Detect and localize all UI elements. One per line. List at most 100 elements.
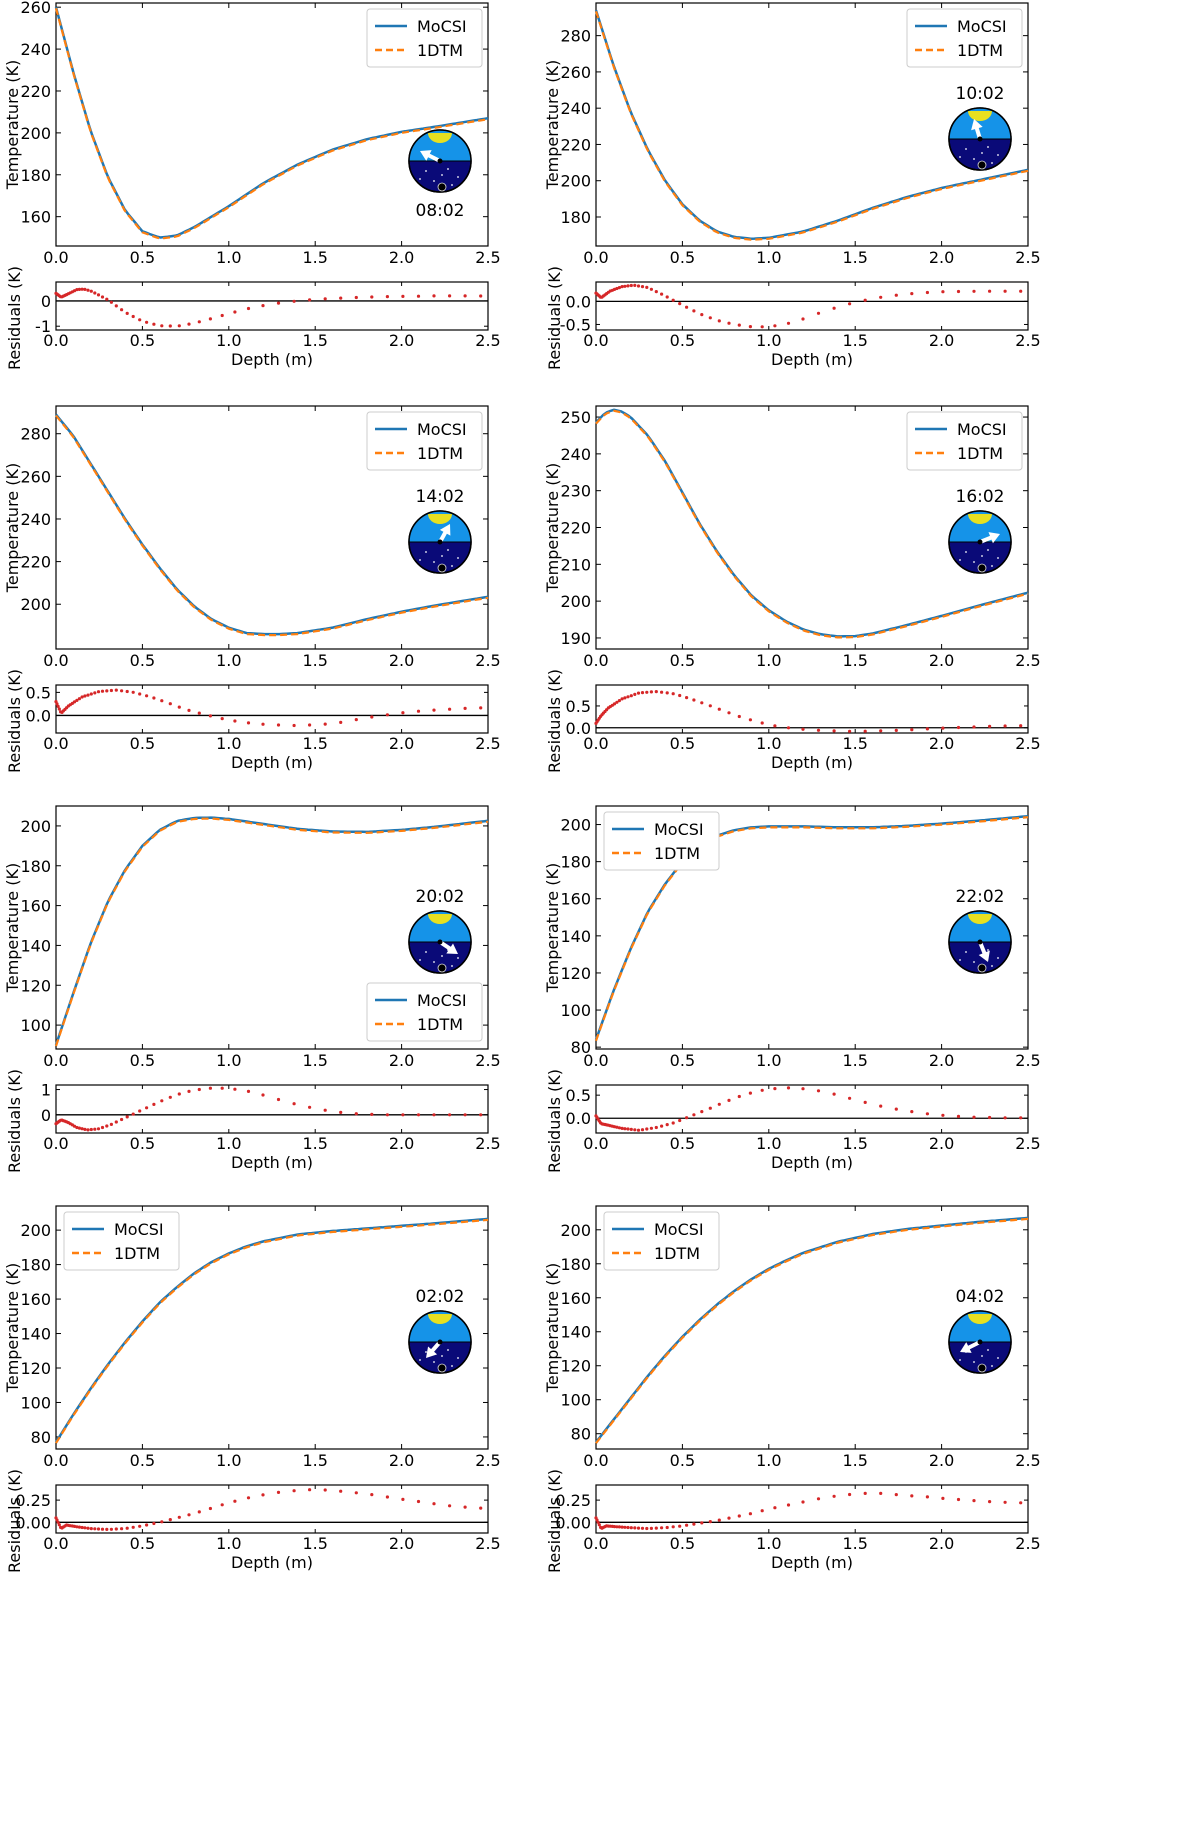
residual-point: [416, 709, 421, 713]
residual-point: [93, 1527, 97, 1531]
residual-point: [623, 1525, 627, 1529]
dial-center: [437, 539, 443, 545]
residual-point: [748, 1091, 753, 1095]
x-tick-label: 2.5: [475, 331, 500, 350]
time-label: 04:02: [956, 1287, 1005, 1307]
residual-point: [615, 286, 619, 291]
y-tick-label: 100: [560, 1001, 591, 1020]
dial-star: [991, 565, 993, 567]
residual-point: [760, 1509, 764, 1513]
residuals-axis-label: Residuals (K): [5, 1469, 24, 1573]
residual-point: [55, 702, 59, 706]
residuals-axes: [55, 1084, 489, 1134]
dial-star: [991, 1365, 993, 1367]
residual-point: [479, 1506, 483, 1510]
x-tick-label: 2.0: [929, 651, 954, 670]
residual-point: [671, 1121, 675, 1125]
y-tick-label: 190: [560, 629, 591, 648]
residual-point: [401, 1113, 405, 1117]
residual-point: [737, 323, 741, 327]
x-tick-label: 1.0: [216, 651, 241, 670]
residual-point: [220, 313, 224, 318]
residual-point: [848, 1096, 852, 1100]
residual-point: [197, 1510, 201, 1514]
dial-sky: [949, 108, 1011, 139]
residual-point: [86, 693, 90, 697]
residual-point: [801, 727, 805, 731]
x-tick-label: 1.5: [302, 734, 327, 753]
residual-point: [612, 1125, 617, 1129]
residual-point: [168, 1095, 172, 1099]
dial-center: [977, 539, 983, 545]
residual-point: [700, 701, 704, 705]
residual-point: [432, 708, 436, 712]
y-tick-label: 0.00: [15, 1513, 51, 1532]
legend-1dtm-label: 1DTM: [957, 41, 1003, 60]
residuals-axis-label: Residuals (K): [5, 1069, 24, 1173]
dial-star: [965, 951, 967, 953]
residual-point: [177, 1092, 181, 1096]
x-tick-label: 0.5: [130, 1051, 155, 1070]
residual-point: [941, 290, 945, 294]
residual-point: [354, 1491, 358, 1495]
residual-point: [114, 688, 118, 692]
residual-point: [339, 1489, 343, 1493]
legend-mocsi-label: MoCSI: [417, 991, 467, 1010]
legend-1dtm-label: 1DTM: [114, 1244, 160, 1263]
x-tick-label: 0.0: [583, 1051, 608, 1070]
y-tick-label: 210: [560, 555, 591, 574]
residual-point: [323, 1488, 327, 1492]
legend-box: [906, 8, 1023, 68]
x-tick-label: 0.0: [583, 651, 608, 670]
y-tick-label: 250: [560, 408, 591, 427]
residual-point: [748, 1512, 753, 1516]
residual-point: [1019, 724, 1023, 728]
y-tick-label: 220: [20, 82, 51, 101]
dial-star: [451, 1365, 453, 1367]
y-tick-label: 180: [560, 853, 591, 872]
residuals-axes: [55, 281, 489, 331]
dial-star: [419, 1359, 421, 1361]
y-tick-label: 220: [20, 553, 51, 572]
x-tick-label: 0.5: [670, 734, 695, 753]
residual-point: [168, 702, 172, 706]
residual-point: [448, 1504, 452, 1508]
residual-point: [925, 1495, 930, 1499]
residual-point: [636, 1128, 641, 1132]
x-axis-label: Depth (m): [771, 1153, 853, 1172]
y-axis-label: Temperature (K): [543, 863, 562, 993]
x-tick-label: 0.5: [670, 1051, 695, 1070]
dial-star: [987, 146, 989, 148]
x-tick-label: 2.5: [1015, 734, 1040, 753]
residual-point: [72, 1124, 77, 1128]
residual-point: [894, 1493, 898, 1497]
residual-point: [620, 697, 624, 701]
panel-1402: 0.0 0.5 1.0 1.5 2.0 2.5 200 220 240 260 280 Tempera…: [3, 405, 501, 773]
residual-point: [786, 1086, 791, 1090]
x-tick-label: 1.0: [216, 1134, 241, 1153]
residual-point: [120, 1117, 124, 1122]
residual-point: [737, 714, 741, 719]
residual-point: [910, 292, 914, 296]
residuals-axes: [595, 1484, 1029, 1534]
residual-point: [633, 1526, 637, 1530]
dial-arrowhead-icon: [988, 532, 1000, 544]
x-tick-label: 1.5: [302, 248, 327, 267]
residual-point: [640, 285, 645, 289]
residual-point: [152, 322, 156, 326]
x-tick-label: 2.0: [389, 1451, 414, 1470]
residual-point: [645, 285, 649, 289]
residual-point: [246, 1496, 251, 1500]
residual-point: [72, 700, 77, 704]
residual-point: [131, 314, 135, 319]
y-tick-label: 0.00: [555, 1513, 591, 1532]
residual-point: [114, 1527, 118, 1531]
x-tick-label: 1.0: [756, 734, 781, 753]
residual-point: [93, 691, 97, 695]
y-tick-label: 140: [560, 927, 591, 946]
residual-point: [339, 720, 343, 725]
residual-point: [138, 318, 142, 322]
x-tick-label: 1.5: [842, 1051, 867, 1070]
legend-mocsi-label: MoCSI: [417, 17, 467, 36]
residual-point: [276, 723, 281, 727]
